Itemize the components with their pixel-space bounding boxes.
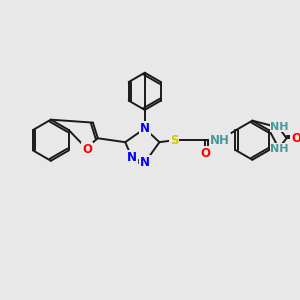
Text: NH: NH [210, 134, 230, 147]
Text: O: O [200, 147, 210, 161]
Text: N: N [140, 122, 150, 135]
Text: NH: NH [271, 144, 289, 154]
Text: O: O [82, 142, 92, 155]
Text: S: S [170, 134, 178, 147]
Text: O: O [291, 132, 300, 145]
Text: N: N [127, 151, 137, 164]
Text: NH: NH [271, 122, 289, 131]
Text: N: N [140, 156, 150, 169]
